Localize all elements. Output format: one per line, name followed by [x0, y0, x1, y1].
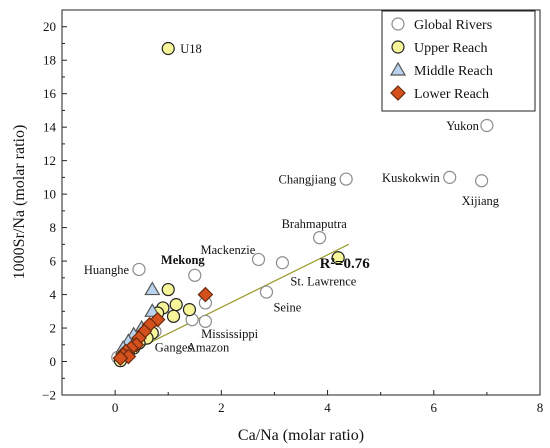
y-tick-label: 2: [50, 321, 57, 336]
legend-marker: [389, 61, 407, 76]
middle-reach-marker: [144, 303, 161, 317]
middle-reach-marker: [144, 281, 161, 296]
point-label: Mekong: [161, 253, 206, 267]
point-label: Kuskokwin: [382, 171, 440, 185]
global-rivers-marker: [132, 262, 146, 277]
axis-ticks: 0 2 4 6 8 −2 0 2 4 6 8 10 12 14 16 18 20: [42, 19, 543, 415]
trendline-group: [114, 243, 350, 361]
legend-marker: [390, 85, 406, 101]
global-rivers-marker: [198, 314, 212, 328]
y-tick-label: 8: [50, 220, 57, 235]
legend-box: [381, 10, 536, 112]
point-label: Mackenzie: [201, 243, 256, 257]
point-label: Seine: [273, 301, 301, 315]
trendline: [114, 243, 350, 361]
y-axis-title: 1000Sr/Na (molar ratio): [11, 125, 28, 280]
legend-label: Middle Reach: [414, 64, 493, 79]
global-rivers-marker: [251, 252, 266, 267]
point-label: Changjiang: [279, 173, 337, 187]
y-tick-label: 16: [43, 86, 57, 101]
point-label: Yukon: [446, 119, 479, 133]
legend-marker: [391, 17, 405, 31]
y-tick-label: 4: [50, 287, 57, 302]
y-tick-label: 20: [43, 19, 56, 34]
legend-label: Global Rivers: [414, 18, 492, 33]
global-rivers-marker: [259, 285, 274, 299]
x-tick-label: 8: [537, 400, 544, 415]
upper-reach-marker: [161, 41, 175, 56]
lower-reach-marker: [112, 350, 129, 367]
legend: Global Rivers Upper Reach Middle Reach Lowe…: [381, 10, 536, 112]
y-tick-label: 14: [43, 120, 57, 135]
y-tick-label: 12: [43, 153, 56, 168]
point-labels: Yukon Changjiang Kuskokwin Xijiang Brahmaput…: [84, 42, 500, 355]
y-tick-label: 10: [43, 187, 56, 202]
legend-label: Lower Reach: [414, 87, 489, 102]
point-label: St. Lawrence: [290, 274, 356, 288]
legend-marker: [391, 40, 405, 54]
upper-reach-marker: [166, 309, 181, 323]
x-tick-label: 4: [324, 400, 331, 415]
x-axis-title: Ca/Na (molar ratio): [238, 427, 364, 444]
x-tick-label: 6: [431, 400, 438, 415]
global-rivers-marker: [443, 170, 457, 184]
data-marks: [111, 41, 494, 368]
global-rivers-marker: [312, 231, 327, 245]
x-tick-label: 2: [218, 400, 225, 415]
global-rivers-marker: [339, 172, 353, 186]
annotation-label: Ganges: [155, 341, 193, 355]
x-tick-label: 0: [112, 400, 119, 415]
point-label: Huanghe: [84, 263, 130, 277]
lower-reach-marker: [197, 286, 214, 303]
global-rivers-marker: [275, 256, 290, 270]
y-tick-label: 18: [43, 53, 56, 68]
trendline-r2-label: R²=0.76: [320, 256, 371, 272]
legend-label: Upper Reach: [414, 41, 487, 56]
global-rivers-marker: [188, 268, 202, 282]
y-tick-label: 0: [50, 354, 57, 369]
upper-reach-marker: [161, 282, 175, 297]
point-label: Xijiang: [462, 194, 500, 208]
upper-reach-marker: [331, 251, 345, 265]
upper-reach-marker: [182, 303, 197, 317]
point-label: Brahmaputra: [282, 217, 348, 231]
y-tick-label: −2: [42, 388, 56, 403]
point-label: U18: [180, 42, 202, 56]
annotation-label: Amazon: [187, 341, 230, 355]
global-rivers-marker: [474, 174, 489, 188]
global-rivers-marker: [480, 118, 494, 133]
y-tick-label: 6: [50, 254, 57, 269]
plot-frame: [61, 9, 541, 396]
upper-reach-marker: [169, 298, 183, 312]
point-label: Mississippi: [201, 327, 258, 341]
